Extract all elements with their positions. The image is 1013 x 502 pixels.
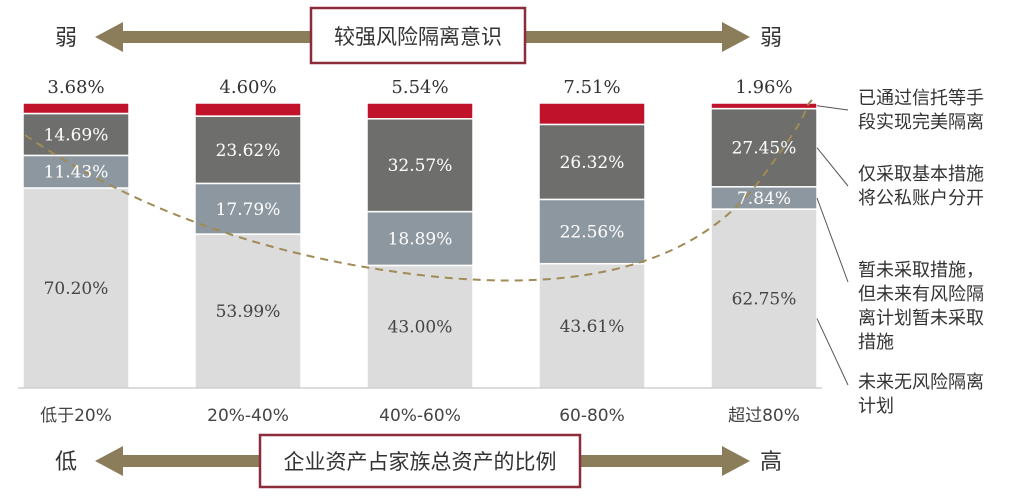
bar-segment-lower-mid [22, 154, 130, 189]
bottom-arrow-right-head [722, 446, 750, 476]
segment-value-label: 11.43% [44, 163, 109, 183]
legend-entry-text: 但未来有风险隔 [858, 284, 984, 305]
segment-value-label: 43.61% [560, 317, 625, 337]
top-value-label: 4.60% [219, 77, 276, 98]
category-label: 低于20% [40, 406, 112, 426]
bar-segment-top [194, 102, 302, 117]
segment-value-label: 22.56% [560, 223, 625, 243]
bottom-banner-box [258, 433, 582, 489]
segment-value-label: 70.20% [44, 279, 109, 299]
segment-value-label: 17.79% [216, 200, 281, 220]
bottom-arrow-left-shaft [120, 455, 260, 467]
legend-entry-text: 段实现完美隔离 [858, 112, 984, 133]
segment-value-label: 32.57% [388, 156, 453, 176]
top-left-word: 弱 [55, 26, 77, 51]
segment-value-label: 23.62% [216, 141, 281, 161]
category-label: 20%-40% [207, 406, 289, 426]
bar-segment-lower-mid [366, 210, 474, 267]
bar-segment-upper-mid [538, 123, 646, 201]
top-arrow-left-head [95, 22, 123, 52]
bar-segment-upper-mid [194, 115, 302, 185]
category-label: 超过80% [728, 406, 800, 426]
bottom-left-word: 低 [55, 450, 77, 475]
legend-entry-text: 措施 [858, 332, 894, 353]
trend-curve [24, 99, 813, 282]
bar-segment-top [538, 102, 646, 126]
legend-entry-text: 计划 [858, 396, 894, 417]
legend-entry-text: 离计划暂未采取 [858, 308, 984, 329]
bar-segment-upper-mid [22, 112, 130, 157]
top-arrow-right-head [722, 22, 750, 52]
top-value-label: 3.68% [47, 77, 104, 98]
bottom-banner-text: 企业资产占家族总资产的比例 [284, 450, 557, 474]
segment-value-label: 62.75% [732, 290, 797, 310]
bar-segment-bottom [194, 233, 302, 389]
bottom-right-word: 高 [760, 450, 782, 475]
category-label: 60-80% [559, 406, 625, 426]
bar-segment-top [710, 102, 818, 110]
bar-segment-top [22, 102, 130, 115]
segment-value-label: 27.45% [732, 139, 797, 159]
top-right-word: 弱 [760, 26, 782, 51]
bar-segment-lower-mid [194, 182, 302, 235]
top-double-arrow [95, 22, 750, 52]
bottom-double-arrow [95, 446, 750, 476]
bar-segment-lower-mid [538, 198, 646, 265]
segment-value-label: 14.69% [44, 125, 109, 145]
top-arrow-right-shaft [525, 31, 725, 43]
bar-segment-upper-mid [366, 118, 474, 213]
legend-leader-line [816, 318, 849, 386]
top-value-label: 5.54% [391, 77, 448, 98]
top-banner-text: 较强风险隔离意识 [334, 25, 502, 49]
category-label: 40%-60% [379, 406, 461, 426]
segment-value-label: 26.32% [560, 153, 625, 173]
legend-entry-text: 仅采取基本措施 [858, 164, 984, 185]
legend-entry-text: 未来无风险隔离 [858, 372, 984, 393]
legend-entry-text: 已通过信托等手 [858, 88, 984, 109]
legend-entry-text: 将公私账户分开 [858, 188, 984, 209]
bars-group [22, 102, 818, 389]
bar-segment-bottom [366, 264, 474, 389]
segment-value-label: 7.84% [737, 189, 791, 209]
segment-value-label: 18.89% [388, 230, 453, 250]
bar-segment-bottom [710, 208, 818, 389]
labels-group: 70.20% 11.43% 14.69% 3.68% 低于20% 53.99% 17.79%… [40, 77, 800, 426]
top-value-label: 7.51% [563, 77, 620, 98]
top-banner-box [309, 6, 527, 65]
legend-leader-line [816, 147, 849, 187]
legend-leader-line [816, 105, 849, 111]
top-value-label: 1.96% [735, 77, 792, 98]
legend-leader-line [816, 197, 849, 283]
segment-value-label: 53.99% [216, 302, 281, 322]
legend-entry-text: 暂未采取措施， [858, 260, 984, 281]
segment-value-label: 43.00% [388, 318, 453, 338]
bottom-arrow-right-shaft [580, 455, 725, 467]
top-arrow-left-shaft [120, 31, 310, 43]
bar-segment-top [366, 102, 474, 120]
bottom-arrow-left-head [95, 446, 123, 476]
